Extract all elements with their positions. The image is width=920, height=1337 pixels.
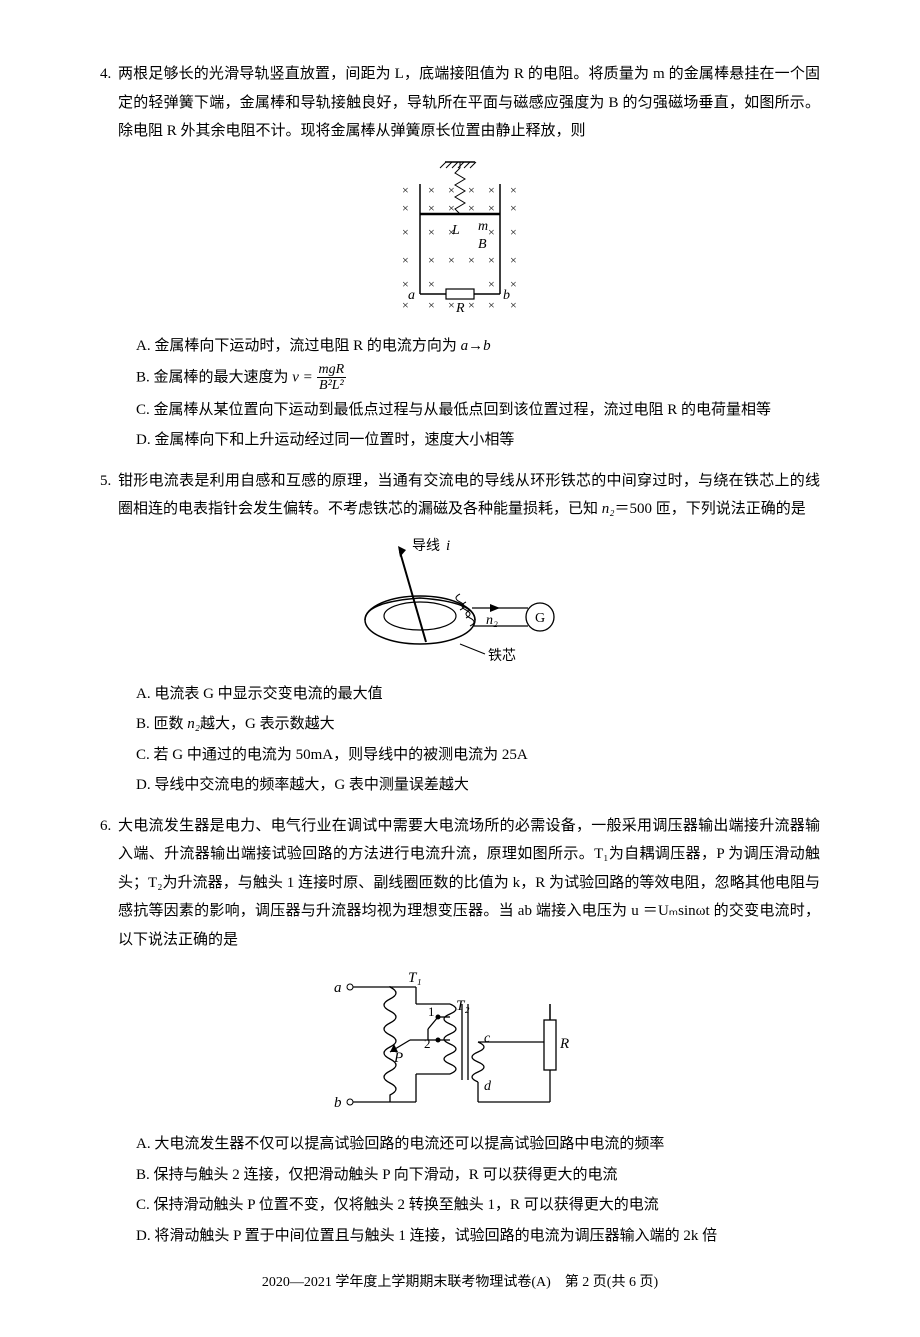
question-5: 5. 钳形电流表是利用自感和互感的原理，当通有交流电的导线从环形铁芯的中间穿过时… (100, 467, 820, 800)
q4-B-pre: B. 金属棒的最大速度为 (136, 369, 292, 385)
q4-option-C: C. 金属棒从某位置向下运动到最低点过程与从最低点回到该位置过程，流过电阻 R … (136, 396, 820, 425)
svg-text:×: × (428, 225, 435, 239)
q6-label-R: R (559, 1036, 569, 1052)
q5-number: 5. (100, 467, 111, 496)
q4-A-pre: A. 金属棒向下运动时，流过电阻 R 的电流方向为 (136, 338, 461, 354)
q5-label-wire: 导线 (412, 538, 440, 554)
q4-option-D: D. 金属棒向下和上升运动经过同一位置时，速度大小相等 (136, 426, 820, 455)
q6-label-T1: T₁ (408, 970, 422, 986)
q6-label-b: b (334, 1095, 342, 1111)
svg-text:×: × (448, 201, 455, 215)
q4-label-B: B (478, 237, 487, 252)
svg-text:×: × (510, 225, 517, 239)
q5-stem-n2: n₂ (602, 501, 615, 517)
svg-text:×: × (468, 201, 475, 215)
q5-option-C: C. 若 G 中通过的电流为 50mA，则导线中的被测电流为 25A (136, 741, 820, 770)
q6-label-d: d (484, 1079, 492, 1094)
q4-B-num: mgR (317, 362, 347, 378)
svg-text:×: × (510, 183, 517, 197)
svg-text:×: × (468, 298, 475, 312)
q4-label-L: L (451, 223, 460, 238)
q6-options: A. 大电流发生器不仅可以提高试验回路的电流还可以提高试验回路中电流的频率 B.… (100, 1130, 820, 1250)
svg-text:×: × (402, 225, 409, 239)
svg-text:×: × (448, 298, 455, 312)
q6-label-P: P (393, 1050, 403, 1066)
svg-text:×: × (510, 253, 517, 267)
q5-option-A: A. 电流表 G 中显示交变电流的最大值 (136, 680, 820, 709)
q5-B-suf: 越大，G 表示数越大 (200, 716, 335, 732)
q6-label-2: 2 (424, 1036, 431, 1051)
svg-text:×: × (428, 183, 435, 197)
q4-number: 4. (100, 60, 111, 89)
q6-option-B: B. 保持与触头 2 连接，仅把滑动触头 P 向下滑动，R 可以获得更大的电流 (136, 1161, 820, 1190)
svg-text:×: × (510, 277, 517, 291)
q4-B-den: B²L² (317, 378, 347, 393)
q4-stem-text: 两根足够长的光滑导轨竖直放置，间距为 L，底端接阻值为 R 的电阻。将质量为 m… (118, 66, 820, 139)
svg-text:×: × (428, 298, 435, 312)
q5-label-i: i (446, 538, 450, 554)
q4-A-suf: a→b (461, 338, 491, 354)
q5-stem: 5. 钳形电流表是利用自感和互感的原理，当通有交流电的导线从环形铁芯的中间穿过时… (100, 467, 820, 524)
svg-text:×: × (488, 298, 495, 312)
q5-B-pre: B. 匝数 (136, 716, 187, 732)
q4-stem: 4. 两根足够长的光滑导轨竖直放置，间距为 L，底端接阻值为 R 的电阻。将质量… (100, 60, 820, 146)
svg-text:×: × (488, 277, 495, 291)
q6-stem: 6. 大电流发生器是电力、电气行业在调试中需要大电流场所的必需设备，一般采用调压… (100, 812, 820, 955)
svg-text:×: × (428, 253, 435, 267)
q4-label-R: R (455, 301, 465, 316)
q6-label-a: a (334, 980, 342, 996)
q4-diagram-svg: ×××××× ×××××× ××××× ×××××× ×××× ×××××× L… (360, 154, 560, 324)
q6-option-D: D. 将滑动触头 P 置于中间位置且与触头 1 连接，试验回路的电流为调压器输入… (136, 1222, 820, 1251)
svg-text:×: × (510, 201, 517, 215)
q5-B-n2: n₂ (187, 716, 200, 732)
svg-text:×: × (488, 183, 495, 197)
svg-text:×: × (428, 277, 435, 291)
q4-option-A: A. 金属棒向下运动时，流过电阻 R 的电流方向为 a→b (136, 332, 820, 361)
q6-diagram-svg: a b T₁ T₂ P R 1 2 c d (320, 962, 600, 1122)
q5-option-B: B. 匝数 n₂越大，G 表示数越大 (136, 710, 820, 739)
svg-text:×: × (402, 201, 409, 215)
q4-options: A. 金属棒向下运动时，流过电阻 R 的电流方向为 a→b B. 金属棒的最大速… (100, 332, 820, 455)
q4-label-b: b (503, 288, 510, 303)
q5-options: A. 电流表 G 中显示交变电流的最大值 B. 匝数 n₂越大，G 表示数越大 … (100, 680, 820, 800)
svg-text:×: × (468, 253, 475, 267)
q4-label-m: m (478, 219, 488, 234)
q6-figure: a b T₁ T₂ P R 1 2 c d (100, 962, 820, 1122)
q5-diagram-svg: 导线 i n₂ G 铁芯 (330, 532, 590, 672)
svg-text:×: × (448, 183, 455, 197)
question-6: 6. 大电流发生器是电力、电气行业在调试中需要大电流场所的必需设备，一般采用调压… (100, 812, 820, 1251)
q6-label-1: 1 (428, 1004, 435, 1019)
svg-text:×: × (402, 253, 409, 267)
q4-label-a: a (408, 288, 415, 303)
q5-label-core: 铁芯 (488, 648, 516, 664)
q6-stem-text: 大电流发生器是电力、电气行业在调试中需要大电流场所的必需设备，一般采用调压器输出… (118, 818, 820, 948)
page-footer: 2020—2021 学年度上学期期末联考物理试卷(A) 第 2 页(共 6 页) (100, 1270, 820, 1297)
q5-figure: 导线 i n₂ G 铁芯 (100, 532, 820, 672)
svg-text:×: × (488, 201, 495, 215)
svg-text:×: × (510, 298, 517, 312)
svg-text:×: × (428, 201, 435, 215)
q6-label-T2: T₂ (456, 998, 470, 1014)
q6-label-c: c (484, 1031, 491, 1046)
svg-text:×: × (488, 253, 495, 267)
svg-text:×: × (402, 183, 409, 197)
question-4: 4. 两根足够长的光滑导轨竖直放置，间距为 L，底端接阻值为 R 的电阻。将质量… (100, 60, 820, 455)
q6-option-A: A. 大电流发生器不仅可以提高试验回路的电流还可以提高试验回路中电流的频率 (136, 1130, 820, 1159)
q6-number: 6. (100, 812, 111, 841)
q5-option-D: D. 导线中交流电的频率越大，G 表中测量误差越大 (136, 771, 820, 800)
q5-label-n2: n₂ (486, 613, 498, 628)
q5-stem-suf: ＝500 匝，下列说法正确的是 (614, 501, 805, 517)
q4-option-B: B. 金属棒的最大速度为 v = mgR B²L² (136, 362, 820, 394)
svg-text:×: × (448, 253, 455, 267)
svg-text:×: × (468, 183, 475, 197)
q5-label-G: G (535, 611, 545, 626)
q6-option-C: C. 保持滑动触头 P 位置不变，仅将触头 2 转换至触头 1，R 可以获得更大… (136, 1191, 820, 1220)
q4-figure: ×××××× ×××××× ××××× ×××××× ×××× ×××××× L… (100, 154, 820, 324)
svg-text:×: × (488, 225, 495, 239)
